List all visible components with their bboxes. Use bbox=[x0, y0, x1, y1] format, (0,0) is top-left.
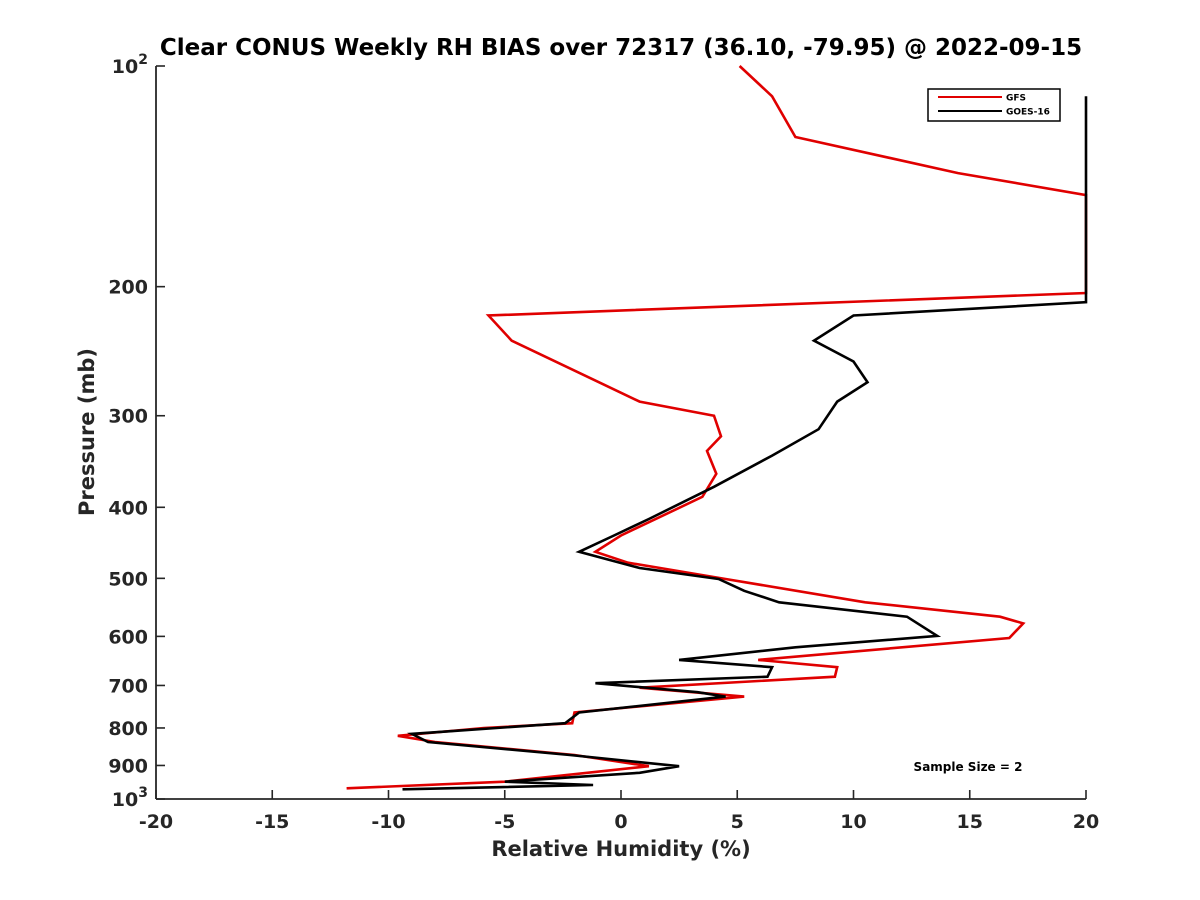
legend-label-gfs: GFS bbox=[1006, 94, 1026, 104]
x-tick-label: -5 bbox=[494, 811, 515, 833]
legend-box bbox=[927, 88, 1061, 122]
x-tick-label: 20 bbox=[1073, 811, 1099, 833]
plot-background bbox=[156, 66, 1086, 799]
y-tick-label: 102 bbox=[112, 52, 148, 78]
x-tick-label: -10 bbox=[371, 811, 405, 833]
y-tick-label: 700 bbox=[108, 675, 148, 697]
x-tick-label: 5 bbox=[731, 811, 744, 833]
x-tick-label: 15 bbox=[957, 811, 983, 833]
series-line-goes16 bbox=[402, 96, 1088, 791]
y-tick-label: 400 bbox=[108, 497, 148, 519]
y-tick-label: 900 bbox=[108, 755, 148, 777]
y-axis-ticks: 102 200 300 400 500 600 700 800 900 103 bbox=[108, 52, 165, 811]
series-layer bbox=[346, 65, 1088, 791]
y-axis-label: Pressure (mb) bbox=[75, 348, 99, 516]
legend-label-goes16: GOES-16 bbox=[1006, 108, 1050, 118]
x-tick-label: -20 bbox=[139, 811, 173, 833]
x-tick-label: -15 bbox=[255, 811, 289, 833]
y-tick-label: 800 bbox=[108, 718, 148, 740]
legend: GFS GOES-16 bbox=[927, 88, 1061, 122]
chart-title: Clear CONUS Weekly RH BIAS over 72317 (3… bbox=[160, 35, 1082, 61]
y-tick-label: 500 bbox=[108, 568, 148, 590]
sample-size-annotation: Sample Size = 2 bbox=[914, 760, 1023, 774]
y-tick-label: 600 bbox=[108, 626, 148, 648]
y-tick-label: 200 bbox=[108, 277, 148, 299]
x-axis-label: Relative Humidity (%) bbox=[491, 837, 750, 861]
y-tick-label: 103 bbox=[112, 785, 148, 811]
plot-area bbox=[155, 66, 1086, 800]
x-tick-label: 0 bbox=[614, 811, 627, 833]
x-tick-label: 10 bbox=[840, 811, 866, 833]
y-tick-label: 300 bbox=[108, 406, 148, 428]
x-axis-ticks: -20 -15 -10 -5 0 5 10 15 20 bbox=[139, 790, 1099, 833]
